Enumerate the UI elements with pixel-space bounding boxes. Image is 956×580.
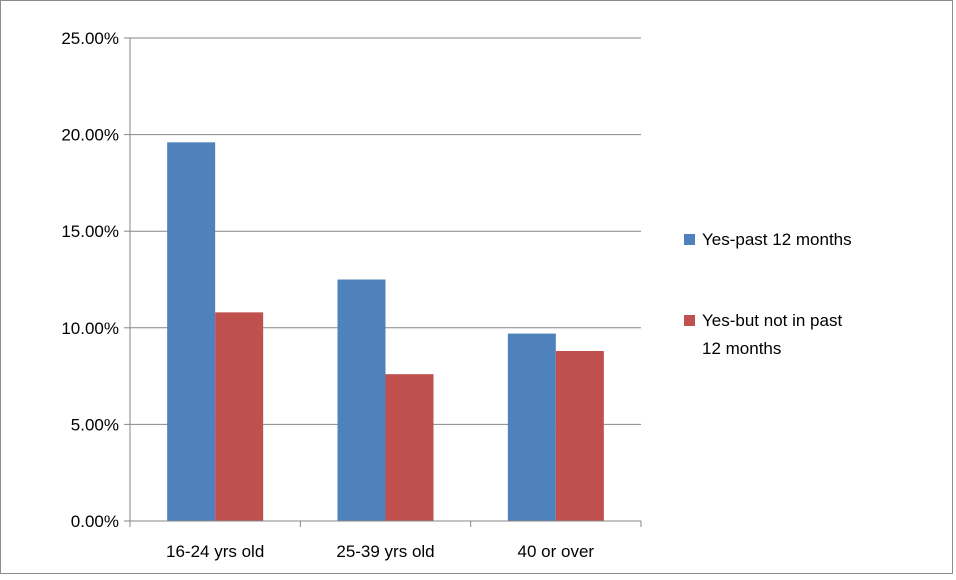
bars (167, 142, 604, 521)
axes: 0.00% 5.00% 10.00% 15.00% 20.00% 25.00% 16-24 … (61, 29, 642, 561)
legend-label: Yes-but not in past 12 months (702, 311, 842, 358)
bar (555, 350, 604, 521)
y-tick-label: 20.00% (61, 126, 119, 145)
legend-label-line: Yes-past 12 months (702, 230, 852, 249)
bar (507, 333, 556, 521)
y-tick-label: 0.00% (71, 512, 119, 531)
legend: Yes-past 12 months Yes-but not in past 12 … (684, 230, 852, 358)
y-tick-label: 15.00% (61, 222, 119, 241)
bar (167, 142, 216, 521)
y-tick-label: 5.00% (71, 415, 119, 434)
bar (215, 312, 264, 521)
y-tick-label: 10.00% (61, 319, 119, 338)
bar (337, 279, 386, 521)
legend-label-line: Yes-but not in past (702, 311, 842, 330)
y-tick-label: 25.00% (61, 29, 119, 48)
x-tick-label: 25-39 yrs old (336, 542, 434, 561)
legend-label-line: 12 months (702, 339, 781, 358)
legend-label: Yes-past 12 months (702, 230, 852, 249)
x-tick-label: 40 or over (518, 542, 595, 561)
legend-swatch (684, 315, 695, 326)
legend-swatch (684, 234, 695, 245)
x-tick-label: 16-24 yrs old (166, 542, 264, 561)
bar (385, 374, 434, 521)
